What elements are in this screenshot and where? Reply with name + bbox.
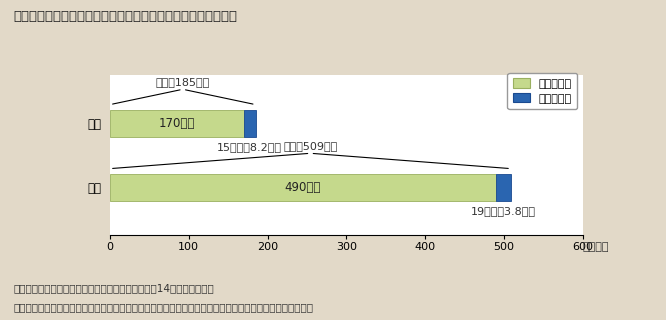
Text: ２．新規開業者は，自営業主のうち，調査前１年間に転職または新たに就業した者の数である。: ２．新規開業者は，自営業主のうち，調査前１年間に転職または新たに就業した者の数で… <box>13 302 313 312</box>
Text: 19万人（3.8％）: 19万人（3.8％） <box>471 206 536 216</box>
Bar <box>244 110 256 137</box>
Text: 490万人: 490万人 <box>285 181 321 194</box>
Text: 15万人（8.2％）: 15万人（8.2％） <box>217 142 282 152</box>
Bar <box>110 110 244 137</box>
Text: 第１－序－９図　男女別新規開業者数と自営業者に占める割合: 第１－序－９図 男女別新規開業者数と自営業者に占める割合 <box>13 10 237 23</box>
Text: 総数　185万人: 総数 185万人 <box>156 77 210 87</box>
Text: （万人）: （万人） <box>583 242 609 252</box>
Legend: 継続就業者, 新規開業者: 継続就業者, 新規開業者 <box>507 73 577 109</box>
Text: 170万人: 170万人 <box>159 117 195 130</box>
Text: 総数　509万人: 総数 509万人 <box>283 141 338 151</box>
Bar <box>110 174 496 201</box>
Bar <box>496 174 511 201</box>
Text: （備考）　１．総務省「就業構造基本調査」（平成14年）より作成。: （備考） １．総務省「就業構造基本調査」（平成14年）より作成。 <box>13 283 214 293</box>
